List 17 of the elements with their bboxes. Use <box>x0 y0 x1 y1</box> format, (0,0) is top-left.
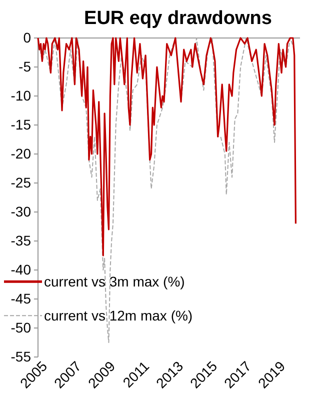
y-tick-label: -25 <box>10 174 32 190</box>
y-tick-label: -45 <box>10 290 32 306</box>
y-tick-label: -5 <box>18 58 32 74</box>
y-tick-label: -55 <box>10 348 32 364</box>
legend-label: current vs 12m max (%) <box>44 308 193 324</box>
chart-title: EUR eqy drawdowns <box>84 8 272 29</box>
y-tick-label: -15 <box>10 116 32 132</box>
y-tick-label: -30 <box>10 203 32 220</box>
legend-label: current vs 3m max (%) <box>44 274 185 290</box>
line-series <box>37 37 297 256</box>
y-tick-label: -40 <box>10 261 32 278</box>
y-tick-label: -10 <box>10 87 32 104</box>
y-tick-label: -35 <box>10 232 32 248</box>
y-tick-label: 0 <box>23 29 32 46</box>
y-tick-label: -50 <box>10 319 32 336</box>
line-series <box>38 38 295 343</box>
y-tick-label: -20 <box>10 145 32 162</box>
